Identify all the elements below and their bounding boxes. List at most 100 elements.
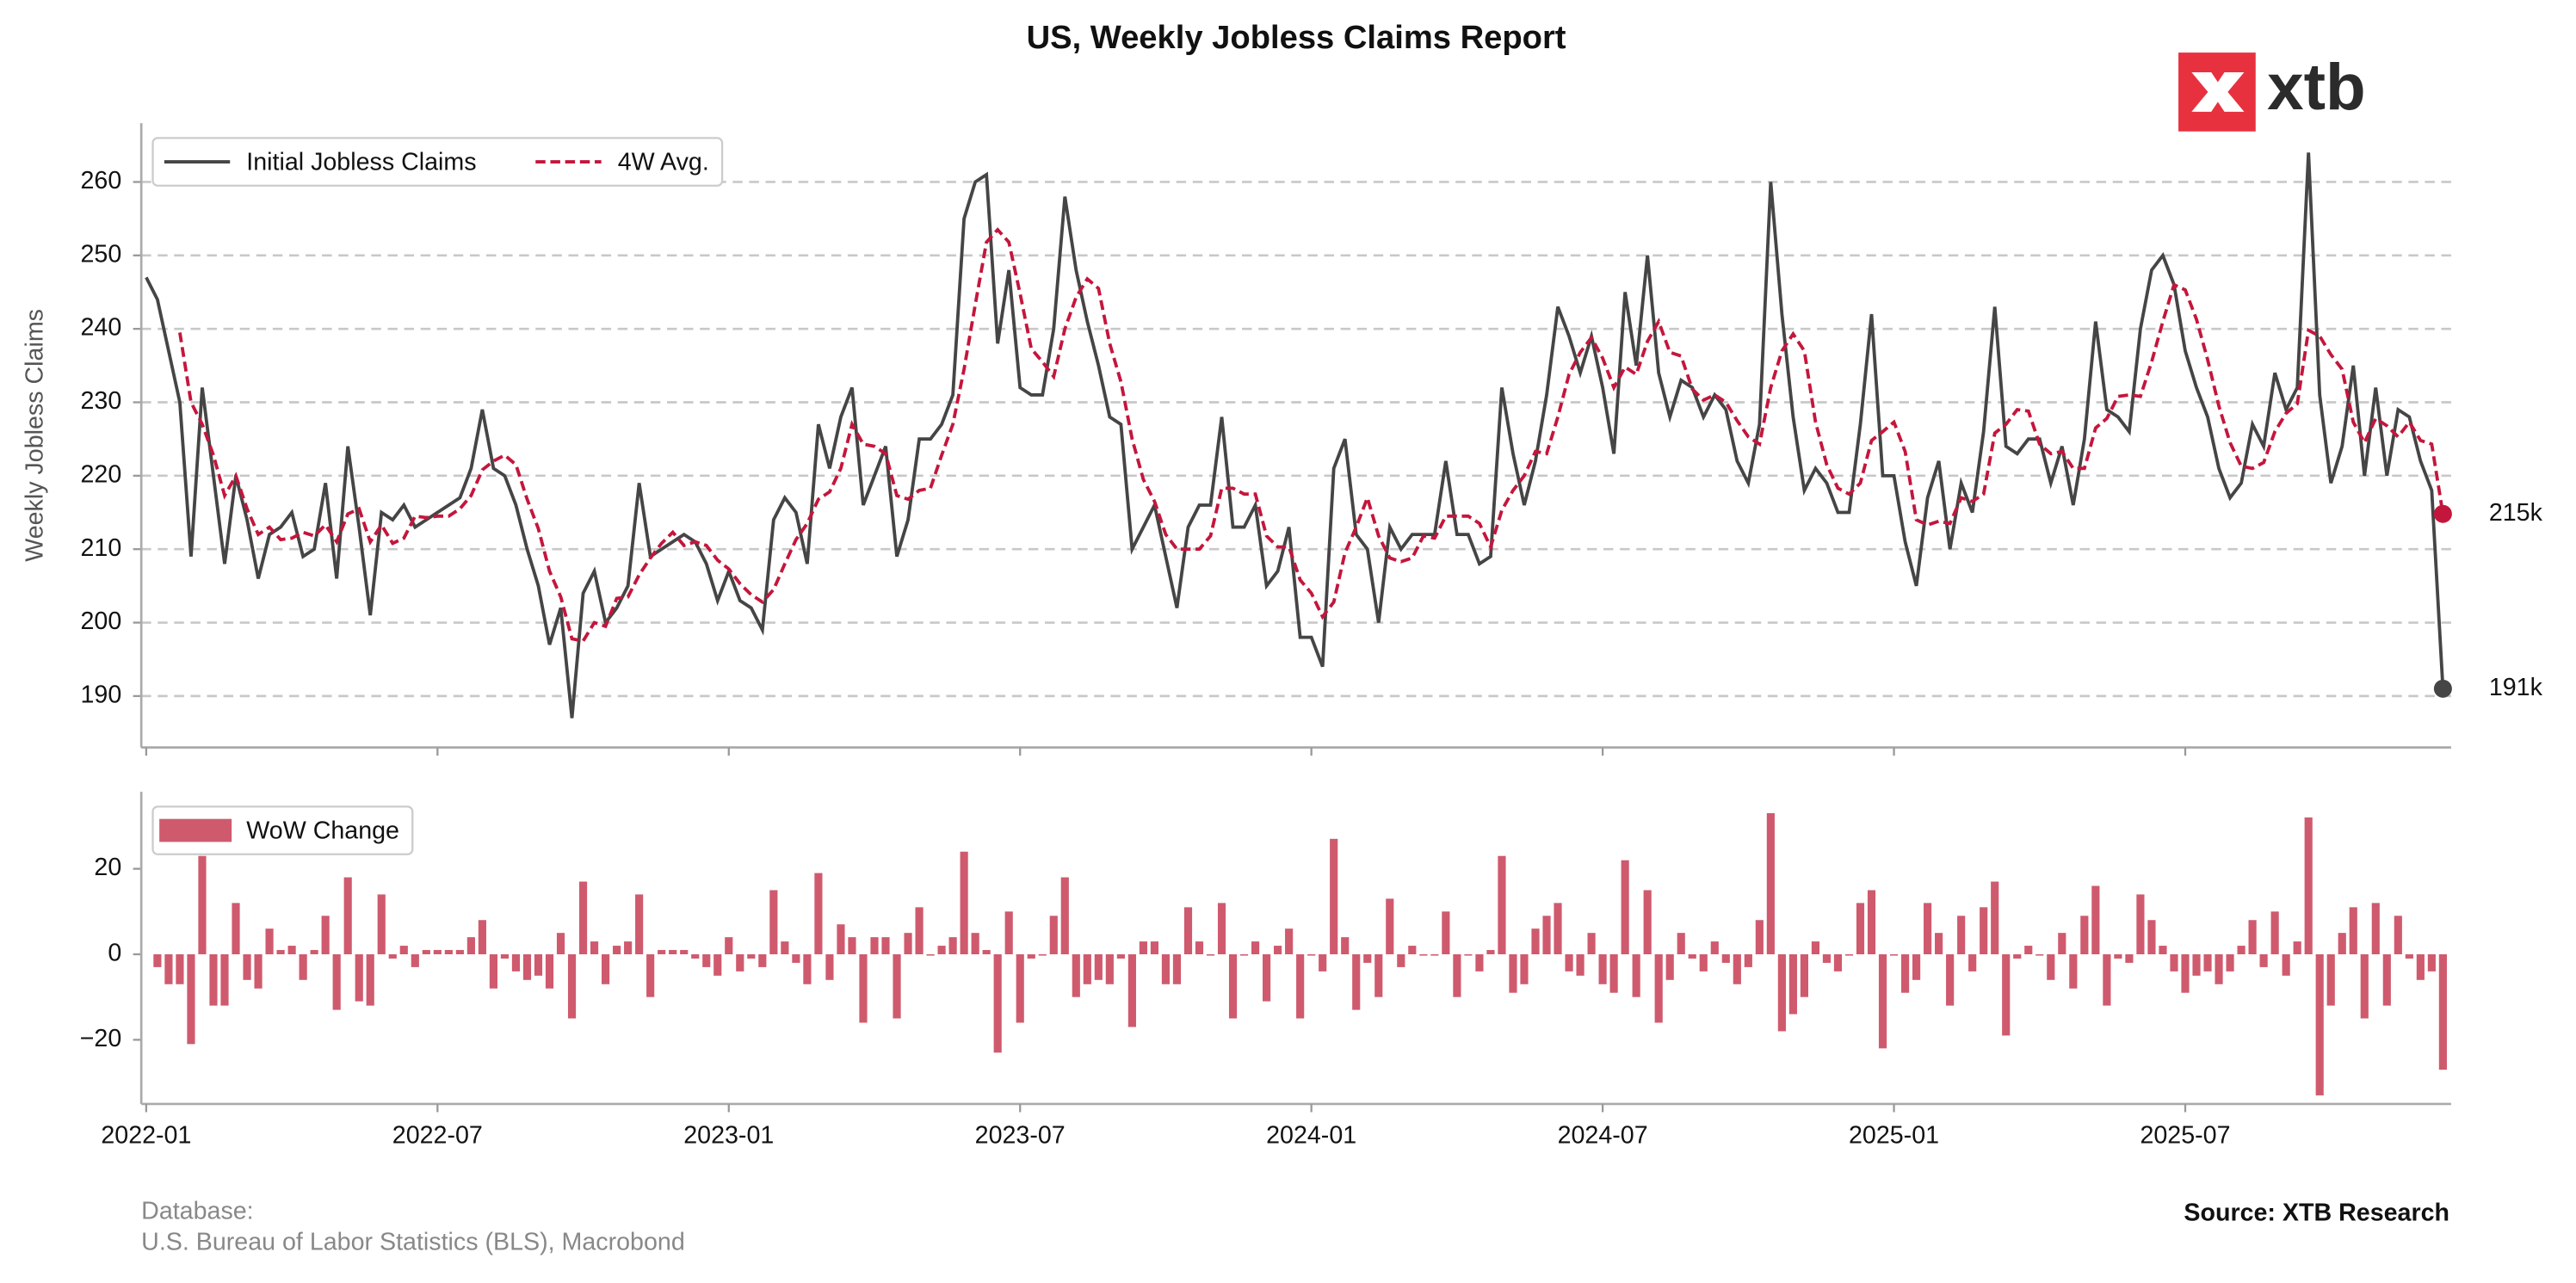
bar [915,907,924,954]
bar [848,937,856,954]
bar [1721,953,1730,963]
bar [702,953,711,967]
bar [388,953,397,959]
y-tick-label: 210 [80,534,121,562]
bar [2338,933,2346,954]
x-tick-label: 2024-07 [1558,1122,1648,1150]
bar [220,953,229,1006]
bar [1004,911,1013,954]
bar [2304,817,2313,954]
bar [1565,953,1573,972]
bar [870,937,879,954]
x-tick-label: 2025-01 [1849,1122,1939,1150]
bar [993,953,1002,1053]
bar [1453,953,1461,997]
bar [164,953,173,984]
bar [1475,953,1484,972]
bar [534,953,543,976]
legend-label: 4W Avg. [618,149,709,176]
bar [489,953,497,989]
bar [1811,941,1820,954]
bar [893,953,901,1019]
bar [2002,953,2011,1036]
bar [1139,941,1147,954]
bar [1576,953,1585,976]
bar [2103,953,2111,1006]
bar [803,953,812,984]
bar [1319,953,1327,972]
bar [1688,953,1696,959]
line-series [145,152,2445,719]
bar [1016,953,1024,1023]
bar [859,953,868,1023]
bar [399,946,408,954]
bar [2181,953,2190,993]
bar [433,950,442,954]
bar [1183,907,1193,954]
bar [1554,903,1562,954]
bar [1800,953,1808,997]
legend-box [151,137,724,187]
bar [1935,933,1943,954]
bar [411,953,419,967]
bar [153,953,162,967]
bar [1105,953,1114,984]
bar [624,941,633,954]
bar [1822,953,1832,963]
bar [2192,953,2201,976]
logo-icon [2191,72,2245,112]
bar [2091,885,2100,954]
y-axis-label: Weekly Jobless Claims [22,309,49,562]
bar [2035,953,2044,956]
bar [422,950,430,954]
bar [265,928,274,954]
bar [1520,953,1529,984]
bar [2125,953,2134,963]
bar [769,890,778,954]
y-tick-label: 200 [80,608,121,635]
bar [332,953,341,1010]
bar [2215,953,2223,984]
bar [1239,953,1249,956]
bar [1991,881,1999,954]
x-tick-label: 2023-07 [975,1122,1066,1150]
bar [2069,953,2078,989]
bar [2438,953,2447,1070]
bar [1464,953,1473,956]
bar [366,953,374,1006]
bar [1330,838,1338,954]
bar [1386,898,1394,954]
bar [578,881,588,954]
bar [2282,953,2290,976]
logo-text: xtb [2267,51,2366,124]
bar [187,953,195,1045]
bar [1957,916,1966,954]
y-tick-label: 250 [80,240,121,268]
bar [781,941,789,954]
bar [1654,953,1663,1023]
bar [971,933,979,954]
bar [2427,953,2436,972]
bar [321,916,330,954]
bar [1352,953,1361,1010]
bar [1946,953,1955,1006]
bar [2315,953,2324,1095]
bar [2248,920,2257,954]
bar [1049,916,1058,954]
bar [602,953,610,984]
bar [198,855,207,954]
bar [1341,937,1350,954]
bar [478,920,486,954]
bar [2293,941,2301,954]
bar [2203,953,2212,972]
bar [725,937,733,954]
bar [713,953,722,976]
bar [567,953,577,1019]
bar [736,953,744,972]
bar [2349,907,2357,954]
bar [1542,916,1551,954]
bar [243,953,251,980]
bar [2382,953,2391,1006]
legend-label: Initial Jobless Claims [246,149,476,176]
bar [2013,953,2022,959]
